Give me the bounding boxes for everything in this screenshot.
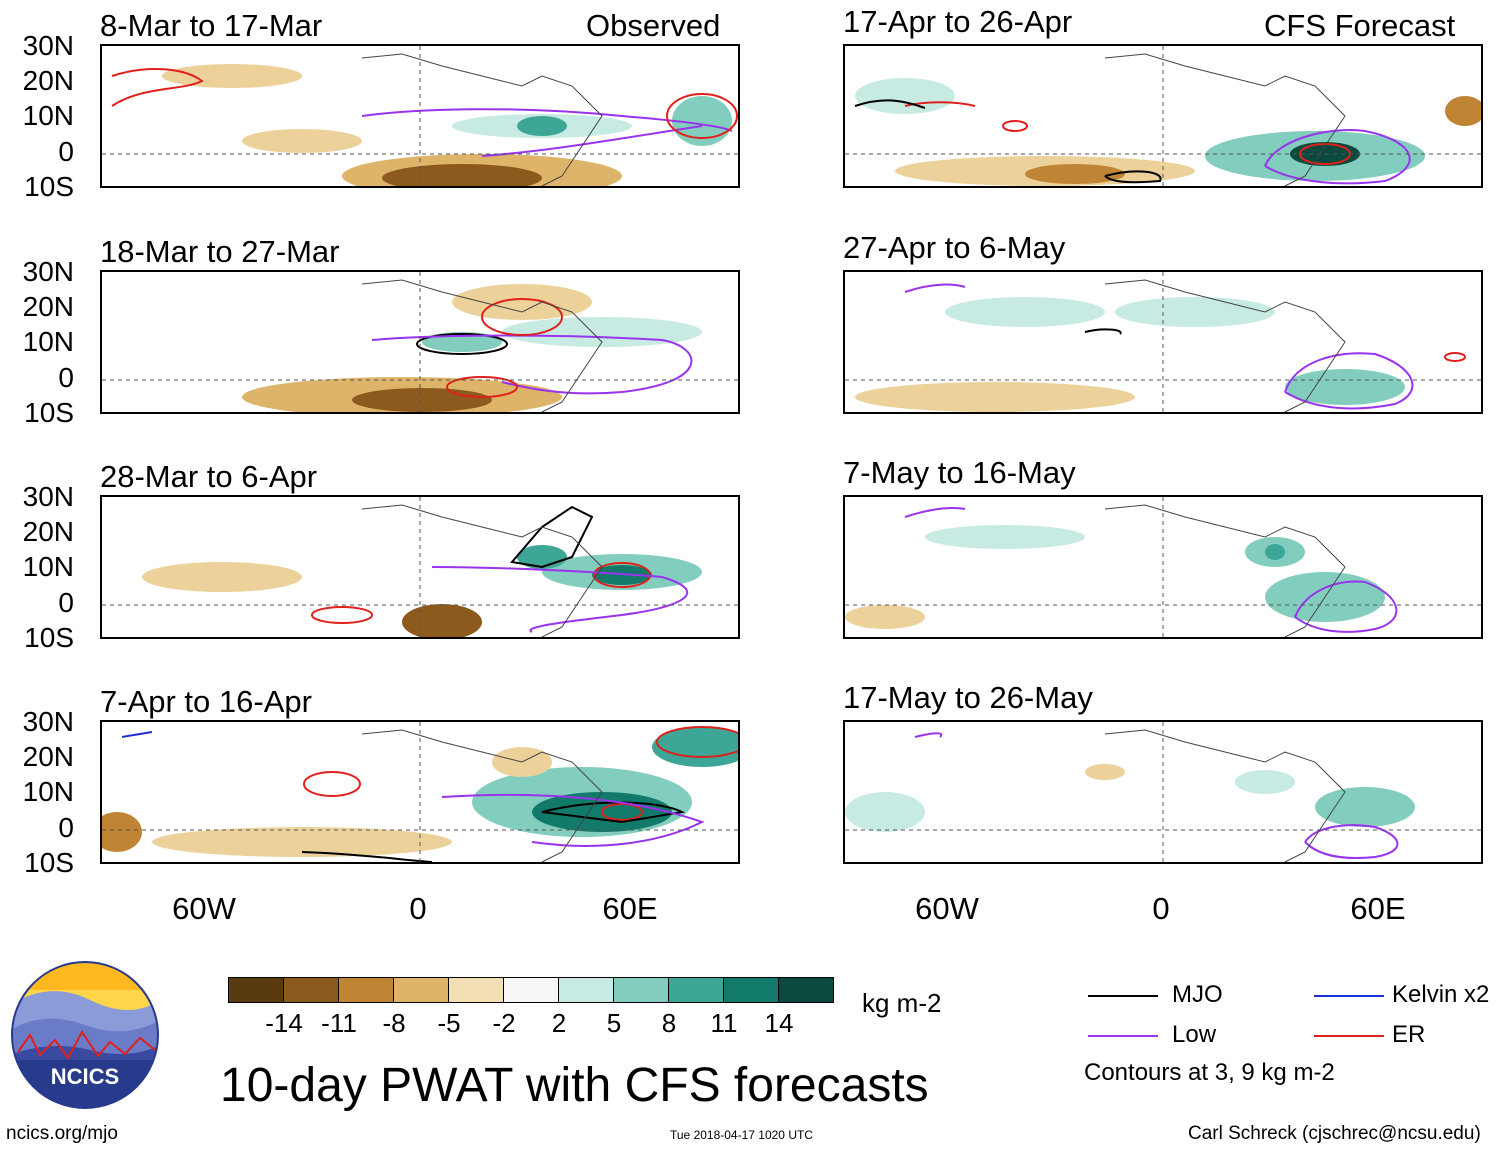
lat-label: 10N [22, 776, 74, 807]
lon-label-right: 60W [915, 891, 979, 926]
colorbar-swatch [724, 978, 779, 1002]
lat-label: 20N [22, 291, 74, 322]
lat-label: 10N [22, 551, 74, 582]
colorbar-label: 8 [661, 1008, 677, 1038]
colorbar-swatch [229, 978, 284, 1002]
map-left-3 [100, 495, 740, 639]
map-right-1 [843, 44, 1483, 188]
units-label: kg m-2 [862, 988, 942, 1018]
lon-label-left: 60W [172, 891, 236, 926]
lat-label: 0 [58, 362, 74, 393]
lat-label: 30N [22, 256, 74, 287]
contour-note: Contours at 3, 9 kg m-2 [1084, 1059, 1335, 1086]
legend-label-er: ER [1392, 1021, 1426, 1048]
legend-label-mjo: MJO [1172, 981, 1223, 1008]
panel-title-right-3: 7-May to 16-May [843, 455, 1076, 490]
lat-label: 10N [22, 326, 74, 357]
timestamp: Tue 2018-04-17 1020 UTC [670, 1128, 813, 1142]
lon-label-right: 60E [1350, 891, 1406, 926]
colorbar-swatch [449, 978, 504, 1002]
legend-line-low [1088, 1035, 1158, 1037]
map-left-1 [100, 44, 740, 188]
panel-title-right-1: 17-Apr to 26-Apr [843, 4, 1073, 39]
panel-title-left-4: 7-Apr to 16-Apr [100, 684, 312, 719]
lat-label: 0 [58, 587, 74, 618]
lat-label: 10S [24, 847, 74, 878]
lat-label: 10S [24, 397, 74, 428]
colorbar-swatch [779, 978, 833, 1002]
colorbar-label: -8 [382, 1008, 406, 1038]
colorbar-swatch [284, 978, 339, 1002]
lat-label: 10N [22, 100, 74, 131]
lat-label: 0 [58, 136, 74, 167]
colorbar-label: 2 [551, 1008, 567, 1038]
colorbar-label: -14 [265, 1008, 303, 1038]
panel-title-right-2: 27-Apr to 6-May [843, 230, 1066, 265]
lat-label: 30N [22, 706, 74, 737]
lat-label: 20N [22, 741, 74, 772]
legend: MJO Kelvin x2 Low ER Contours at 3, 9 kg… [1080, 975, 1505, 1095]
lon-label-left: 60E [602, 891, 658, 926]
colorbar-swatch [669, 978, 724, 1002]
colorbar [228, 977, 834, 1003]
map-right-2 [843, 270, 1483, 414]
lat-label: 30N [22, 30, 74, 61]
site-link[interactable]: ncics.org/mjo [6, 1123, 118, 1144]
logo-text: NCICS [51, 1064, 119, 1089]
panel-title-left-2: 18-Mar to 27-Mar [100, 234, 340, 269]
map-left-4 [100, 720, 740, 864]
legend-line-kelvin [1314, 995, 1384, 997]
colorbar-swatch [614, 978, 669, 1002]
colorbar-swatch [339, 978, 394, 1002]
cfs-forecast-label: CFS Forecast [1264, 8, 1456, 43]
colorbar-label: -11 [321, 1008, 357, 1038]
lat-label: 10S [24, 171, 74, 202]
map-left-2 [100, 270, 740, 414]
legend-label-low: Low [1172, 1021, 1217, 1048]
map-right-4 [843, 720, 1483, 864]
credit: Carl Schreck (cjschrec@ncsu.edu) [1188, 1123, 1481, 1144]
observed-label: Observed [586, 8, 721, 43]
lon-label-left: 0 [409, 891, 427, 926]
panel-title-left-1: 8-Mar to 17-Mar [100, 8, 323, 43]
ncics-logo[interactable]: NCICS [10, 960, 160, 1110]
legend-line-er [1314, 1035, 1384, 1037]
map-right-3 [843, 495, 1483, 639]
colorbar-label: -2 [492, 1008, 516, 1038]
colorbar-label: 5 [606, 1008, 622, 1038]
legend-label-kelvin: Kelvin x2 [1392, 981, 1490, 1008]
colorbar-label: 14 [764, 1008, 794, 1038]
lon-label-right: 0 [1152, 891, 1170, 926]
lat-label: 20N [22, 65, 74, 96]
colorbar-label: 11 [710, 1008, 738, 1038]
colorbar-swatch [559, 978, 614, 1002]
legend-line-mjo [1088, 995, 1158, 997]
colorbar-swatch [394, 978, 449, 1002]
lat-label: 0 [58, 812, 74, 843]
colorbar-swatch [504, 978, 559, 1002]
panel-title-left-3: 28-Mar to 6-Apr [100, 459, 318, 494]
lat-label: 30N [22, 481, 74, 512]
panel-title-right-4: 17-May to 26-May [843, 680, 1093, 715]
main-title: 10-day PWAT with CFS forecasts [220, 1059, 929, 1112]
colorbar-label: -5 [437, 1008, 461, 1038]
lat-label: 20N [22, 516, 74, 547]
lat-label: 10S [24, 622, 74, 653]
